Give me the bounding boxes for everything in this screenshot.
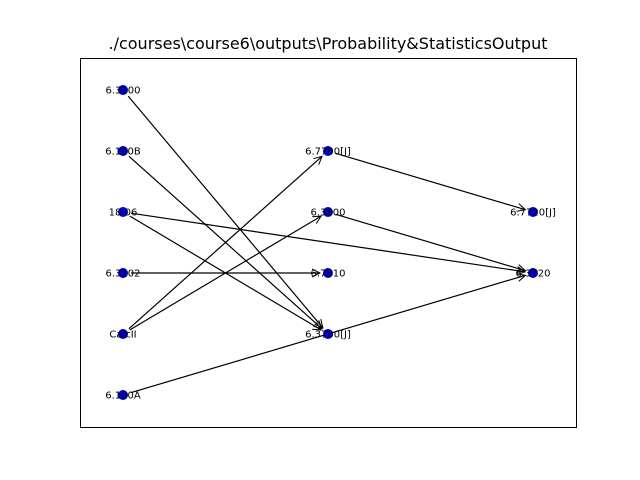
edge-arrow (127, 95, 323, 328)
labels-layer: 6.3100 6.100B 18.06 6.3102 CalcII 6.100A 6.770… (105, 86, 556, 402)
node-label: 6.3700[J] (305, 330, 351, 341)
node-label: 6.7810 (311, 269, 346, 280)
node-label: CalcII (109, 330, 136, 341)
graph-node (323, 329, 333, 339)
edge-arrow (128, 156, 322, 330)
node-label: 6.100A (105, 391, 141, 402)
graph-node (118, 390, 128, 400)
edge-arrow (335, 152, 526, 209)
graph-node (118, 329, 128, 339)
graph-node (118, 85, 128, 95)
edge-arrow (130, 212, 525, 272)
figure-title: ./courses\course6\outputs\Probability&St… (108, 34, 547, 53)
node-label: 6.3100 (106, 86, 141, 97)
graph-node (118, 268, 128, 278)
graph-node (528, 268, 538, 278)
node-label: 18.06 (109, 208, 138, 219)
node-label: 6.7720[J] (510, 208, 556, 219)
node-label: 6.3800 (311, 208, 346, 219)
edge-arrow (129, 216, 321, 331)
node-label: 6.3102 (106, 269, 141, 280)
nodes-layer (118, 85, 538, 400)
graph-node (118, 207, 128, 217)
node-label: 6.100B (105, 147, 141, 158)
graph-node (323, 207, 333, 217)
graph-node (528, 207, 538, 217)
graph-node (118, 146, 128, 156)
edge-arrow (335, 213, 526, 270)
plot-frame (80, 58, 577, 428)
graph-node (323, 146, 333, 156)
graph-node (323, 268, 333, 278)
node-label: 6.7700[J] (305, 147, 351, 158)
node-label: 6.3720 (516, 269, 551, 280)
